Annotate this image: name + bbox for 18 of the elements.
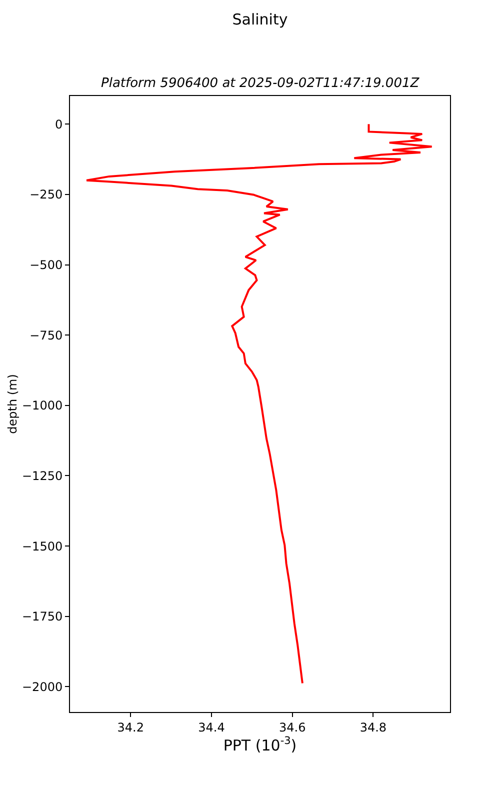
y-tick-label: −500 xyxy=(30,258,63,272)
x-tick-label: 34.4 xyxy=(198,720,225,734)
y-tick-label: −2000 xyxy=(22,680,63,694)
line-series xyxy=(86,123,433,684)
chart-subtitle: Platform 5906400 at 2025-09-02T11:47:19.001Z xyxy=(101,76,420,91)
y-tick-label: −1250 xyxy=(22,468,63,483)
y-tick-label: 0 xyxy=(54,117,63,132)
y-tick-label: −750 xyxy=(30,328,63,342)
y-tick-label: −1500 xyxy=(22,539,63,554)
chart-title: Salinity xyxy=(232,10,288,28)
x-axis-title: PPT (10$^{-3}$) xyxy=(223,735,297,754)
y-axis-title: depth (m) xyxy=(5,374,20,434)
y-tick-label: −1000 xyxy=(22,398,63,413)
y-tick-label: −250 xyxy=(30,188,63,202)
x-tick-label: 34.2 xyxy=(117,720,144,734)
x-tick-label: 34.8 xyxy=(360,720,387,734)
x-tick-label: 34.6 xyxy=(278,720,306,734)
y-tick-label: −1750 xyxy=(22,610,63,624)
